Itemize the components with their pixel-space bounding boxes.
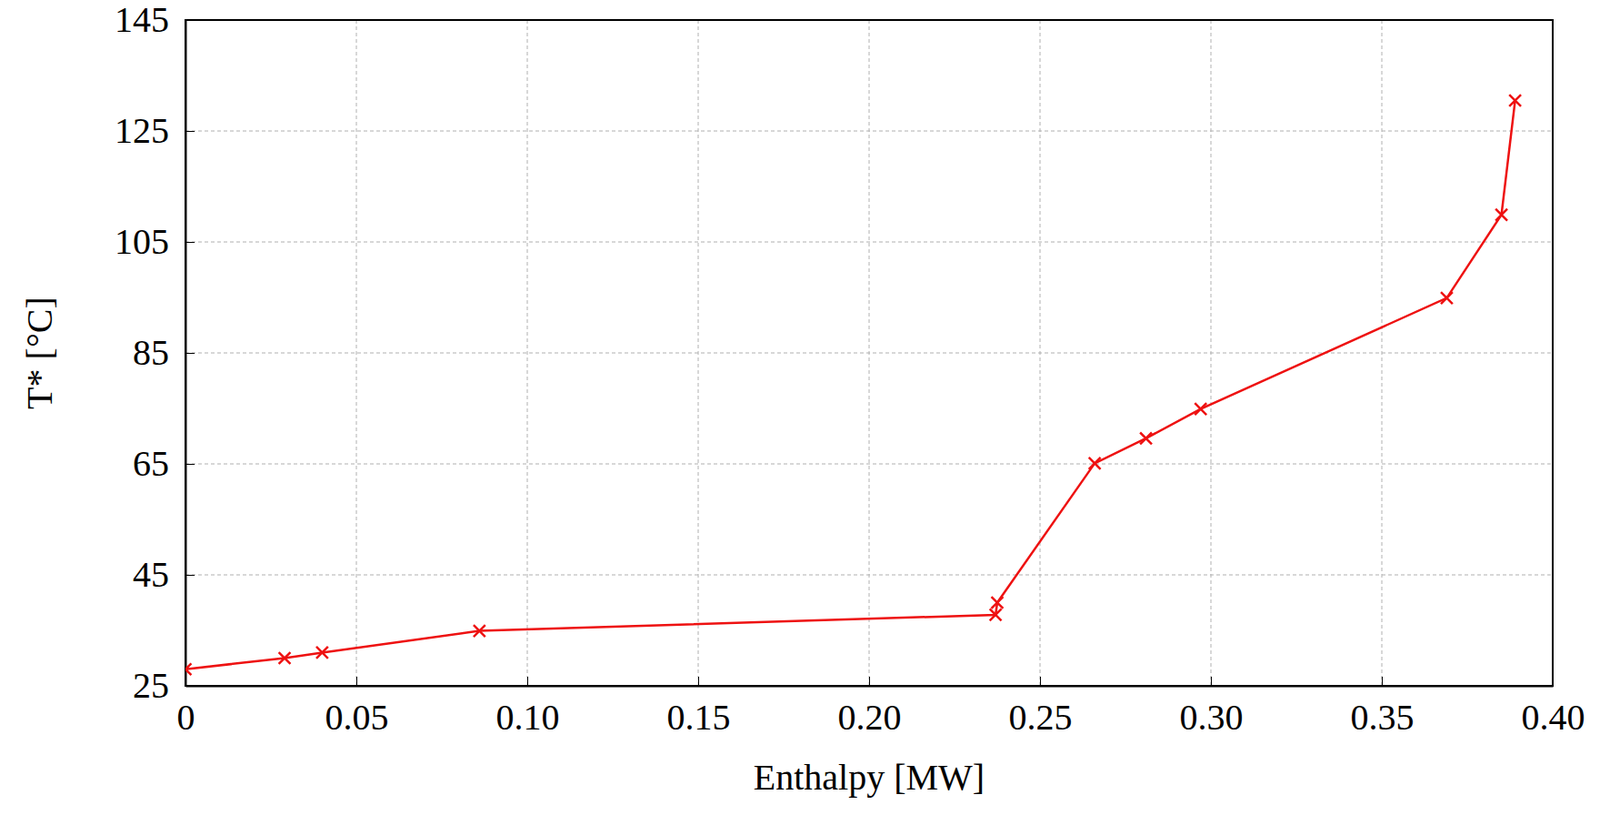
y-tick-mark — [185, 574, 195, 576]
grid-line-y — [185, 241, 1553, 243]
y-tick: 105 — [114, 220, 195, 262]
x-tick-label: 0.05 — [325, 696, 390, 738]
grid-line-x — [527, 20, 529, 686]
y-tick-label: 65 — [132, 442, 170, 484]
x-tick-label: 0 — [177, 696, 196, 738]
grid-line-x — [356, 20, 358, 686]
x-tick-mark — [527, 676, 529, 686]
marker — [991, 596, 1004, 609]
marker — [279, 651, 291, 664]
x-tick-mark — [698, 676, 700, 686]
marker — [1495, 209, 1508, 221]
grid — [185, 20, 1553, 686]
x-axis-title: Enthalpy [MW] — [753, 756, 985, 798]
y-tick-label: 105 — [114, 220, 170, 262]
x-tick-mark — [869, 676, 870, 686]
plot: 0 0.05 0.10 0.15 0.20 0.25 0.30 0.35 0.40 25 45 65 8… — [114, 0, 1586, 738]
x-tick-mark — [356, 676, 358, 686]
marker — [990, 608, 1002, 620]
data — [185, 94, 1521, 675]
x-tick-label: 0.30 — [1180, 696, 1244, 738]
y-tick-label: 85 — [132, 331, 170, 373]
x-tick-label: 0.25 — [1009, 696, 1073, 738]
y-tick-mark — [185, 130, 195, 132]
grid-line-y — [185, 352, 1553, 354]
x-tick-label: 0.40 — [1521, 696, 1586, 738]
y-axis: 25 45 65 85 105 125 145 — [114, 0, 195, 706]
marker — [1194, 402, 1207, 415]
chart: 0 0.05 0.10 0.15 0.20 0.25 0.30 0.35 0.40 25 45 65 8… — [0, 0, 1600, 815]
x-tick-label: 0.10 — [496, 696, 560, 738]
x-tick-label: 0.35 — [1350, 696, 1415, 738]
y-tick-mark — [185, 352, 195, 354]
y-axis-title: T* [°C] — [19, 296, 60, 410]
y-tick-mark — [185, 463, 195, 465]
x-tick-label: 0.15 — [667, 696, 731, 738]
marker — [1089, 457, 1101, 470]
y-tick-label: 125 — [114, 110, 170, 151]
plot-frame — [185, 20, 1553, 686]
marker — [473, 624, 486, 637]
x-tick-label: 0.20 — [838, 696, 902, 738]
series-line — [185, 100, 1516, 669]
y-tick-mark — [185, 241, 195, 243]
x-tick-mark — [1040, 676, 1041, 686]
y-tick-label: 145 — [114, 0, 170, 40]
y-tick-label: 25 — [132, 664, 170, 706]
grid-line-y — [185, 130, 1553, 132]
marker — [1509, 94, 1521, 107]
marker — [316, 646, 329, 659]
y-tick: 125 — [114, 110, 195, 151]
marker — [1140, 431, 1152, 444]
y-tick-label: 45 — [132, 553, 170, 595]
grid-line-y — [185, 463, 1553, 465]
x-tick-mark — [1210, 676, 1212, 686]
x-tick-mark — [1381, 676, 1383, 686]
grid-line-y — [185, 574, 1553, 576]
marker — [1440, 291, 1453, 304]
y-tick: 145 — [114, 0, 195, 40]
marker — [185, 662, 191, 675]
